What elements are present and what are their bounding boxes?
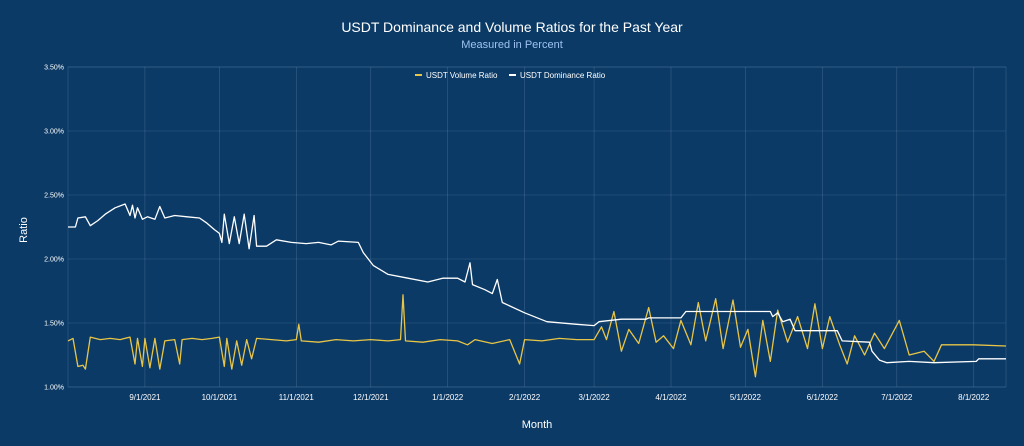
x-tick-label: 12/1/2021: [353, 393, 389, 402]
legend-item-volume[interactable]: USDT Volume Ratio: [415, 71, 498, 80]
x-tick-label: 4/1/2022: [655, 393, 687, 402]
x-tick-label: 9/1/2021: [129, 393, 161, 402]
x-tick-label: 2/1/2022: [509, 393, 541, 402]
y-axis-label: Ratio: [18, 217, 30, 243]
x-tick-label: 5/1/2022: [730, 393, 762, 402]
x-tick-label: 11/1/2021: [279, 393, 315, 402]
y-tick-labels: 1.00% 1.50% 2.00% 2.50% 3.00% 3.50%: [44, 65, 64, 392]
y-tick-label: 1.00%: [44, 385, 64, 392]
legend: USDT Volume Ratio USDT Dominance Ratio: [415, 71, 606, 80]
grid: [67, 66, 1007, 388]
x-axis-label: Month: [522, 419, 553, 431]
series-lines: [67, 203, 1007, 378]
y-tick-label: 2.50%: [44, 193, 64, 200]
legend-label-volume: USDT Volume Ratio: [426, 71, 498, 80]
x-tick-label: 7/1/2022: [881, 393, 913, 402]
x-tick-label: 8/1/2022: [958, 393, 990, 402]
chart-title: USDT Dominance and Volume Ratios for the…: [341, 19, 683, 35]
x-tick-labels: 9/1/2021 10/1/2021 11/1/2021 12/1/2021 1/1/2…: [129, 393, 990, 402]
x-tick-label: 10/1/2021: [202, 393, 238, 402]
chart-subtitle: Measured in Percent: [461, 39, 563, 51]
legend-item-dominance[interactable]: USDT Dominance Ratio: [509, 71, 606, 80]
y-tick-label: 3.00%: [44, 129, 64, 136]
y-tick-label: 3.50%: [44, 65, 64, 72]
series-line-volume-ratio: [67, 294, 1007, 378]
series-line-dominance-ratio: [68, 203, 1006, 364]
x-tick-label: 1/1/2022: [432, 393, 464, 402]
y-tick-label: 2.00%: [44, 257, 64, 264]
x-tick-label: 6/1/2022: [807, 393, 839, 402]
y-tick-label: 1.50%: [44, 321, 64, 328]
legend-label-dominance: USDT Dominance Ratio: [520, 71, 606, 80]
x-tick-label: 3/1/2022: [579, 393, 611, 402]
